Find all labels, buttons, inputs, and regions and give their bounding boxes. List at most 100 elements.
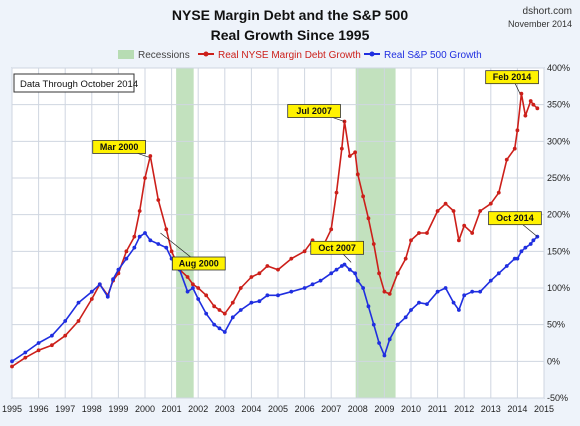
y-tick-label-0: -50% xyxy=(547,393,568,403)
x-tick-label-16: 2011 xyxy=(428,404,447,414)
x-tick-label-0: 1995 xyxy=(2,404,22,414)
series-1-point-28 xyxy=(238,308,243,312)
series-0-point-32 xyxy=(276,267,280,272)
series-0-point-43 xyxy=(355,172,360,177)
callout-box-5 xyxy=(488,211,542,226)
series-1-point-65 xyxy=(512,256,517,261)
series-1-point-43 xyxy=(355,278,360,283)
series-1-point-35 xyxy=(310,282,315,287)
series-1-point-17 xyxy=(164,245,169,250)
series-1-point-22 xyxy=(196,297,201,301)
series-0-point-52 xyxy=(409,238,413,243)
x-tick-label-7: 2002 xyxy=(188,404,208,414)
series-1-point-30 xyxy=(257,299,262,304)
series-1-point-13 xyxy=(137,234,142,239)
series-0-point-38 xyxy=(334,190,339,195)
series-1-point-26 xyxy=(222,330,227,334)
series-1-point-34 xyxy=(302,286,307,290)
series-0-point-59 xyxy=(462,223,467,228)
y-tick-label-5: 200% xyxy=(547,210,570,220)
x-tick-label-2: 1997 xyxy=(55,404,75,414)
series-1-point-33 xyxy=(289,289,294,294)
series-0-point-1 xyxy=(23,355,28,360)
series-1-point-52 xyxy=(409,308,413,312)
series-0-point-70 xyxy=(531,102,536,107)
series-1-point-21 xyxy=(190,286,195,290)
x-tick-label-10: 2005 xyxy=(268,404,288,414)
callout-label-3: Oct 2007 xyxy=(318,243,356,253)
series-0-point-65 xyxy=(512,146,517,151)
series-1-point-68 xyxy=(523,245,528,250)
series-1-point-61 xyxy=(478,289,483,294)
series-0-point-18 xyxy=(169,249,174,254)
series-1-point-62 xyxy=(488,278,493,283)
series-1-point-57 xyxy=(451,300,456,305)
series-1-point-24 xyxy=(212,322,217,327)
series-0-point-62 xyxy=(488,201,493,206)
series-1-point-60 xyxy=(470,289,475,294)
series-1-point-1 xyxy=(23,350,28,355)
series-0-point-16 xyxy=(156,198,161,202)
series-0-point-2 xyxy=(36,348,41,353)
series-0-point-42 xyxy=(353,150,358,155)
series-0-point-60 xyxy=(470,231,475,235)
series-0-point-39 xyxy=(339,146,344,151)
series-1-point-53 xyxy=(417,300,421,305)
callout-label-0: Mar 2000 xyxy=(100,142,139,152)
recession-band-0 xyxy=(176,68,194,398)
callout-box-4 xyxy=(485,70,539,85)
x-tick-label-1: 1996 xyxy=(29,404,49,414)
series-1-point-50 xyxy=(395,322,400,327)
series-0-point-49 xyxy=(387,291,392,296)
y-tick-label-7: 300% xyxy=(547,136,570,146)
series-0-point-67 xyxy=(519,91,524,96)
series-0-point-20 xyxy=(185,275,190,279)
series-1-point-14 xyxy=(143,231,147,235)
series-0-point-21 xyxy=(190,282,195,287)
series-0-point-51 xyxy=(403,256,408,261)
series-1-point-69 xyxy=(528,242,533,246)
series-0-point-12 xyxy=(132,234,137,239)
series-0-point-37 xyxy=(329,227,334,232)
series-1-point-55 xyxy=(435,289,440,294)
legend-marker-sp500 xyxy=(369,51,375,57)
x-tick-label-19: 2014 xyxy=(507,404,527,414)
series-0-point-66 xyxy=(515,128,520,133)
series-0-point-56 xyxy=(443,201,448,206)
y-tick-label-9: 400% xyxy=(547,63,570,73)
x-axis: 1995 1996 1997 1998 1999 2000 2001 2002 2003 2004… xyxy=(2,404,554,414)
legend-marker-margin xyxy=(203,51,209,57)
data-note-box xyxy=(13,73,135,93)
series-0-point-24 xyxy=(212,304,217,309)
series-0-point-4 xyxy=(63,333,68,338)
gridlines xyxy=(11,67,545,399)
series-1-point-63 xyxy=(496,271,501,276)
series-0-point-61 xyxy=(478,209,483,213)
legend-swatch-recessions xyxy=(118,50,134,59)
series-1-point-15 xyxy=(148,238,153,243)
x-tick-label-13: 2008 xyxy=(348,404,368,414)
series-1-point-45 xyxy=(366,304,371,309)
series-1-point-40 xyxy=(342,262,347,267)
series-0-point-17 xyxy=(164,227,169,232)
series-0-point-3 xyxy=(50,343,54,348)
series-0-point-13 xyxy=(137,209,142,213)
series-0-point-15 xyxy=(148,154,153,158)
series-0-point-47 xyxy=(377,271,381,276)
callouts: Mar 2000 Aug 2000 Jul 2007 Oct 2007 Feb 2014… xyxy=(92,70,542,271)
series-1-point-9 xyxy=(111,277,115,282)
series-1-point-38 xyxy=(334,267,339,272)
series-1-point-59 xyxy=(462,293,467,298)
series-1-point-4 xyxy=(63,319,68,323)
data-note: Data Through October 2014 xyxy=(13,73,138,93)
series-0-point-41 xyxy=(347,154,352,158)
x-tick-label-5: 2000 xyxy=(135,404,155,414)
series-1-point-23 xyxy=(204,311,209,316)
callout-label-5: Oct 2014 xyxy=(496,213,534,223)
series-0-point-26 xyxy=(222,311,227,316)
series-0-point-50 xyxy=(395,271,400,276)
series-0-point-68 xyxy=(523,113,528,118)
y-tick-label-6: 250% xyxy=(547,173,570,183)
series-0-point-53 xyxy=(417,231,421,235)
series-1-point-8 xyxy=(105,294,110,299)
